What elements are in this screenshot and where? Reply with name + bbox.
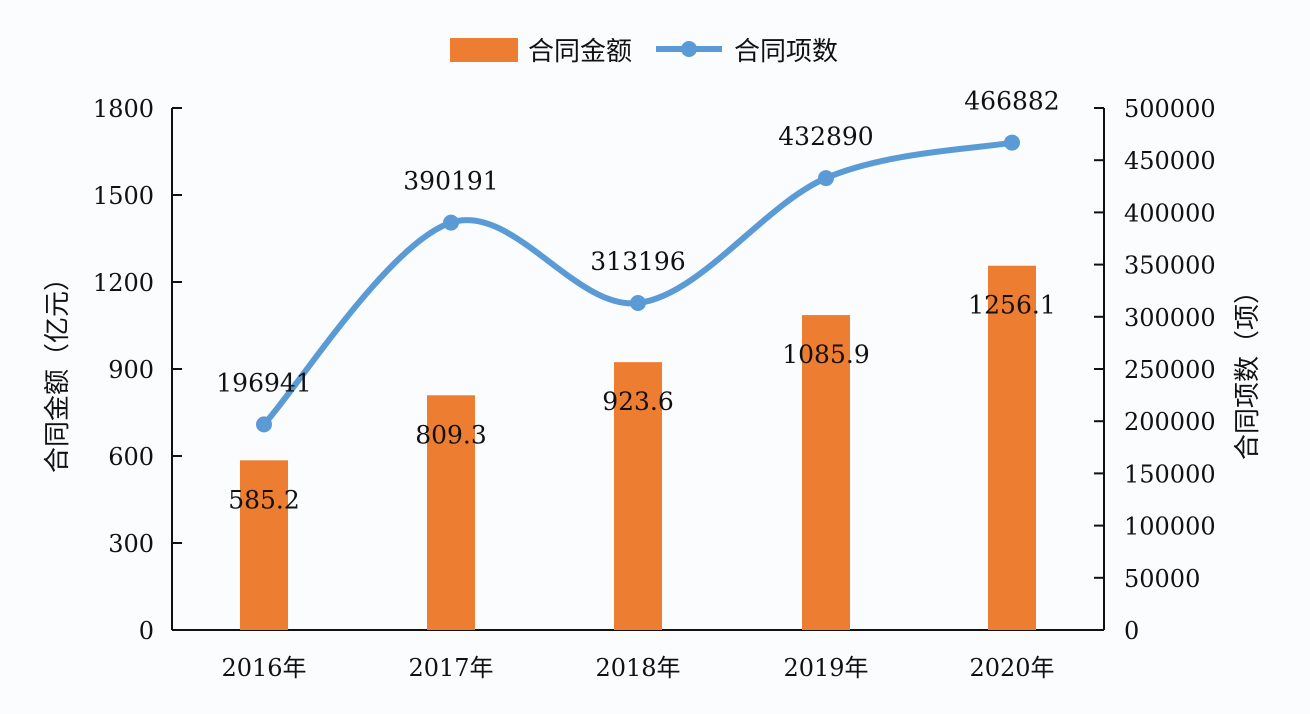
bar-data-label: 809.3 bbox=[415, 420, 487, 449]
line-data-label: 313196 bbox=[590, 247, 685, 276]
bar bbox=[988, 265, 1036, 630]
left-tick-label: 1200 bbox=[93, 269, 154, 297]
right-tick-label: 250000 bbox=[1124, 356, 1216, 384]
bar-data-label: 585.2 bbox=[228, 485, 300, 514]
y2-axis-title: 合同项数（项） bbox=[1233, 278, 1263, 460]
line-data-label: 196941 bbox=[216, 368, 311, 397]
line-marker bbox=[443, 214, 459, 231]
x-tick-label: 2017年 bbox=[408, 654, 493, 682]
right-tick-label: 50000 bbox=[1124, 565, 1200, 593]
right-tick-label: 400000 bbox=[1124, 199, 1216, 227]
right-tick-label: 0 bbox=[1124, 617, 1139, 645]
bar bbox=[614, 362, 662, 630]
line-data-label: 466882 bbox=[964, 87, 1059, 116]
legend-bar-label: 合同金额 bbox=[528, 37, 632, 67]
right-tick-label: 450000 bbox=[1124, 147, 1216, 175]
line-marker bbox=[1004, 134, 1020, 151]
line-data-label: 432890 bbox=[778, 122, 873, 151]
line-marker bbox=[256, 416, 272, 433]
legend-line-label: 合同项数 bbox=[734, 37, 838, 67]
bar-data-label: 923.6 bbox=[602, 387, 674, 416]
legend-bar-swatch bbox=[450, 38, 518, 62]
x-tick-label: 2019年 bbox=[783, 654, 868, 682]
legend-line-marker bbox=[681, 41, 697, 57]
right-tick-label: 150000 bbox=[1124, 460, 1216, 488]
bar bbox=[427, 395, 475, 630]
right-tick-label: 200000 bbox=[1124, 408, 1216, 436]
x-tick-label: 2018年 bbox=[595, 654, 680, 682]
bar bbox=[802, 315, 850, 630]
bar bbox=[240, 460, 288, 630]
line-marker bbox=[818, 170, 834, 187]
right-tick-label: 100000 bbox=[1124, 513, 1216, 541]
x-tick-label: 2016年 bbox=[221, 654, 306, 682]
right-tick-label: 500000 bbox=[1124, 95, 1216, 123]
line-marker bbox=[630, 295, 646, 312]
left-tick-label: 1500 bbox=[93, 182, 154, 210]
x-tick-label: 2020年 bbox=[969, 654, 1054, 682]
line-data-label: 390191 bbox=[403, 167, 498, 196]
left-tick-label: 0 bbox=[139, 617, 154, 645]
left-tick-label: 600 bbox=[108, 443, 154, 471]
bar-data-label: 1085.9 bbox=[782, 340, 869, 369]
left-tick-label: 300 bbox=[108, 530, 154, 558]
right-tick-label: 350000 bbox=[1124, 252, 1216, 280]
right-tick-label: 300000 bbox=[1124, 304, 1216, 332]
left-tick-label: 900 bbox=[108, 356, 154, 384]
y-axis-title: 合同金额（亿元） bbox=[43, 265, 73, 473]
bar-data-label: 1256.1 bbox=[968, 291, 1055, 320]
left-tick-label: 1800 bbox=[93, 95, 154, 123]
